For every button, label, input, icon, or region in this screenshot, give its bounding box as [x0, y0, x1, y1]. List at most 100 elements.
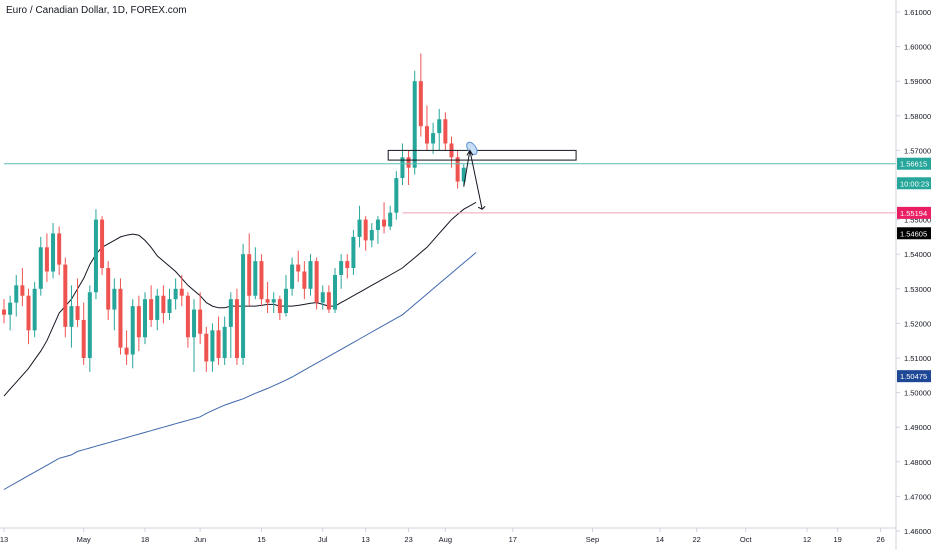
price-label-text: 10:00:23	[900, 179, 929, 188]
time-tick-label: 15	[257, 535, 265, 544]
price-label-bg	[897, 157, 931, 170]
price-tick-label: 1.58000	[904, 112, 931, 121]
price-label-text: 1.56615	[900, 160, 927, 169]
candle-down	[363, 219, 368, 241]
candle-up	[142, 299, 147, 338]
candle-up	[320, 292, 325, 303]
candles-layer	[2, 53, 466, 372]
candle-down	[44, 247, 49, 272]
price-axis[interactable]: 1.46000 1.47000 1.48000 1.49000 1.50000 1.510…	[895, 0, 931, 550]
time-tick-label: 19	[834, 535, 842, 544]
time-tick-label: 13	[361, 535, 369, 544]
time-tick-label: Oct	[740, 535, 753, 544]
candle-up	[192, 309, 197, 338]
time-tick-label: 18	[141, 535, 149, 544]
candle-up	[412, 81, 417, 168]
price-label-bg	[897, 177, 931, 190]
time-tick-label: May	[77, 535, 91, 544]
candle-down	[234, 299, 239, 358]
candle-up	[339, 261, 344, 275]
time-tick-label: 13	[0, 535, 8, 544]
candle-down	[2, 309, 6, 315]
candle-down	[443, 119, 448, 144]
candle-up	[38, 247, 43, 289]
time-tick-label: Jul	[318, 535, 328, 544]
candle-up	[241, 254, 246, 358]
candle-down	[216, 330, 221, 358]
price-tick-label: 1.55000	[904, 216, 931, 225]
price-tick-label: 1.46000	[904, 527, 931, 536]
time-tick-label: 23	[404, 535, 412, 544]
candle-up	[8, 302, 13, 315]
price-labels: 1.56615 10:00:23 1.55194 1.54605 1.50475	[897, 157, 931, 383]
candle-up	[357, 219, 362, 237]
candle-down	[424, 126, 429, 144]
candle-down	[277, 299, 282, 314]
candle-up	[308, 261, 313, 289]
price-label-bg	[897, 206, 931, 219]
candle-down	[118, 288, 123, 348]
candle-down	[149, 299, 154, 320]
arrow-head-down	[477, 205, 486, 210]
projection-line-2	[469, 150, 483, 210]
candle-up	[222, 326, 227, 358]
candle-down	[296, 264, 301, 272]
time-tick-label: Sep	[586, 535, 599, 544]
price-tick-label: 1.47000	[904, 492, 931, 501]
annotations-layer	[4, 141, 896, 214]
time-tick-label: 22	[693, 535, 701, 544]
candle-down	[302, 271, 307, 289]
candle-up	[400, 157, 405, 179]
time-tick-label: 12	[803, 535, 811, 544]
resistance-box	[387, 149, 577, 161]
price-tick-label: 1.51000	[904, 354, 931, 363]
price-label-text: 1.54605	[900, 229, 927, 238]
time-tick-label: 14	[656, 535, 664, 544]
candle-down	[326, 292, 331, 310]
candle-down	[265, 299, 270, 303]
price-tick-label: 1.59000	[904, 77, 931, 86]
candle-up	[375, 219, 380, 230]
price-label-text: 1.50475	[900, 372, 927, 381]
candle-up	[69, 306, 74, 327]
candle-down	[198, 309, 203, 334]
time-tick-label: Jun	[194, 535, 206, 544]
candle-down	[345, 261, 350, 269]
candle-down	[26, 295, 31, 331]
candle-up	[283, 288, 288, 314]
candle-up	[228, 299, 233, 327]
ma-short-line	[3, 201, 477, 397]
candle-up	[210, 330, 215, 362]
ma-long-line	[3, 252, 477, 490]
candle-down	[314, 261, 319, 303]
arrow-head-up	[466, 149, 474, 156]
time-axis[interactable]: 13 May 18 Jun 15 Jul 13 23 Aug 17 Sep 14 22 Oct 12 19 26	[0, 527, 896, 544]
price-tick-label: 1.57000	[904, 146, 931, 155]
candle-up	[155, 295, 160, 320]
candle-up	[351, 236, 356, 269]
price-tick-label: 1.54000	[904, 250, 931, 259]
candle-up	[369, 229, 374, 241]
candle-up	[173, 288, 178, 300]
candle-down	[406, 157, 411, 168]
candle-up	[87, 292, 92, 358]
price-label-bg	[897, 227, 931, 240]
candle-up	[14, 285, 19, 303]
time-tick-label: 17	[509, 535, 517, 544]
price-tick-label: 1.53000	[904, 285, 931, 294]
candle-down	[179, 288, 184, 296]
candle-down	[161, 295, 166, 314]
price-tick-label: 1.50000	[904, 389, 931, 398]
candle-down	[259, 261, 264, 300]
candle-up	[130, 306, 135, 355]
candle-down	[455, 157, 460, 182]
candle-up	[112, 288, 117, 310]
candle-up	[437, 119, 442, 134]
candle-down	[418, 81, 423, 127]
candle-up	[271, 299, 276, 303]
time-tick-label: Aug	[439, 535, 452, 544]
candle-down	[204, 333, 209, 362]
candle-down	[20, 285, 25, 296]
candle-up	[93, 219, 98, 293]
